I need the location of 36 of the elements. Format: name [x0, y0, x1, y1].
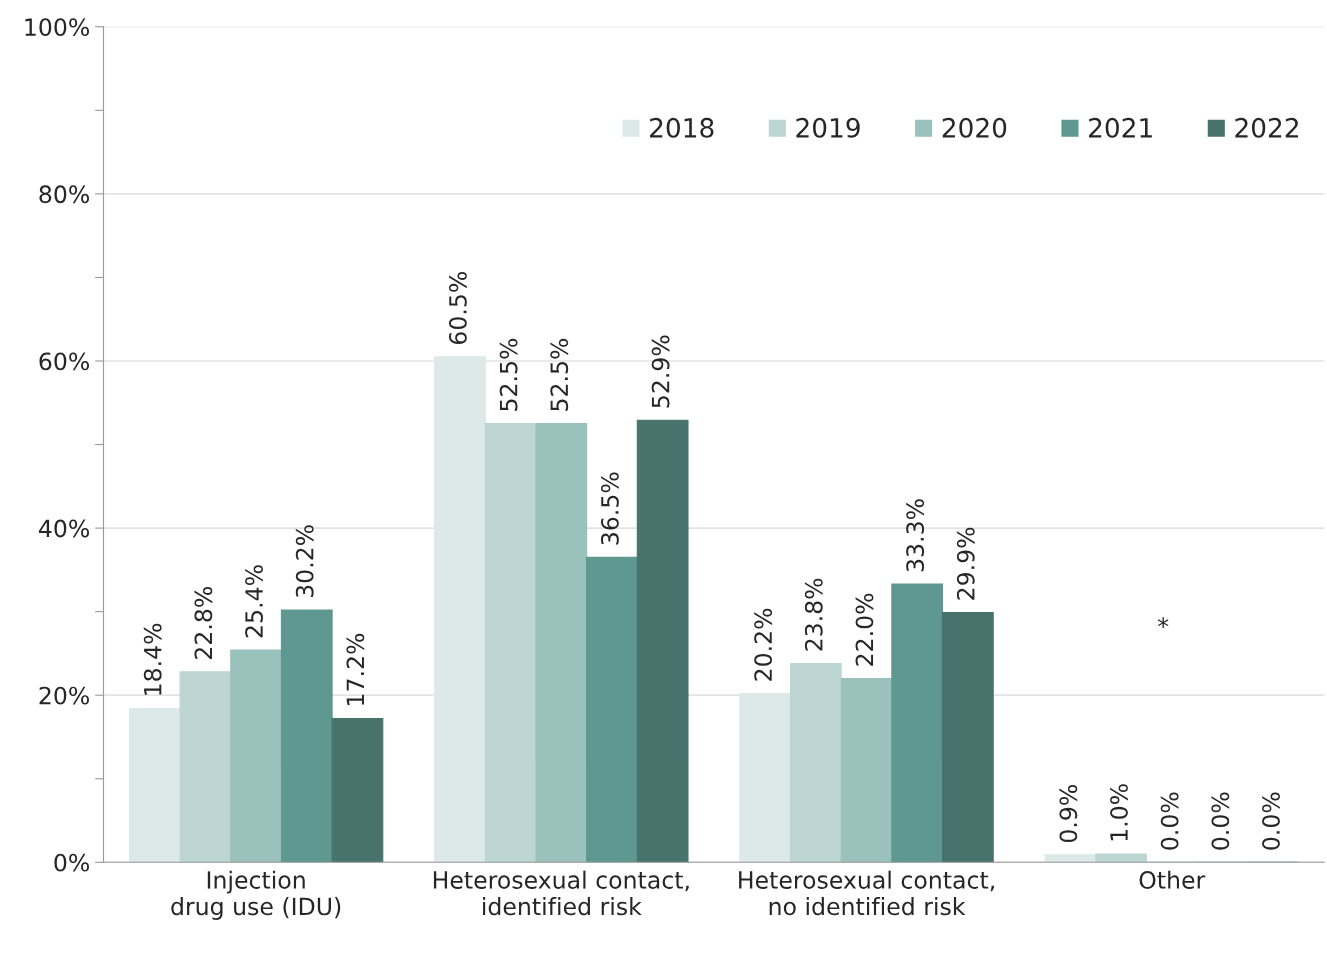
data-label: 0.0% — [1262, 792, 1280, 850]
data-label: 23.8% — [804, 578, 823, 651]
legend-label: 2020 — [942, 117, 1007, 138]
legend-label: 2019 — [796, 117, 860, 138]
legend-label: 2021 — [1089, 117, 1152, 138]
data-label: 33.3% — [906, 499, 925, 572]
data-label: 60.5% — [448, 271, 467, 345]
x-tick-label: Heterosexual contact, no identified risk — [739, 870, 994, 916]
data-label: 52.5% — [499, 338, 518, 411]
legend-label: 2022 — [1235, 117, 1298, 138]
y-tick-label: 20% — [39, 686, 90, 705]
y-tick-label: 0% — [54, 853, 90, 872]
data-label: 0.0% — [1160, 792, 1179, 850]
data-label: 0.9% — [1059, 785, 1078, 843]
legend-label: 2018 — [650, 117, 714, 138]
x-tick-label: Heterosexual contact, identified risk — [433, 870, 689, 916]
data-label: 36.5% — [600, 472, 619, 545]
data-label: 29.9% — [956, 527, 975, 600]
data-label: 20.2% — [754, 608, 773, 681]
data-label: 22.0% — [855, 593, 874, 666]
y-tick-label: 80% — [39, 185, 90, 204]
x-tick-label: Other — [1139, 870, 1206, 889]
data-label: 17.2% — [346, 633, 365, 705]
data-label: 1.0% — [1110, 784, 1128, 841]
y-tick-label: 40% — [38, 519, 90, 538]
x-tick-label: Injection drug use (IDU) — [171, 870, 341, 920]
data-label: 0.0% — [1211, 792, 1230, 850]
y-tick-label: 100% — [25, 18, 90, 37]
data-label: 52.9% — [651, 335, 670, 408]
data-label: 52.5% — [550, 338, 569, 411]
data-label: 18.4% — [143, 623, 162, 695]
data-label: 22.8% — [194, 586, 213, 659]
y-tick-label: 60% — [39, 352, 90, 371]
annotation: * — [1158, 617, 1169, 629]
data-label: 30.2% — [295, 525, 314, 598]
data-label: 25.4% — [245, 565, 263, 638]
